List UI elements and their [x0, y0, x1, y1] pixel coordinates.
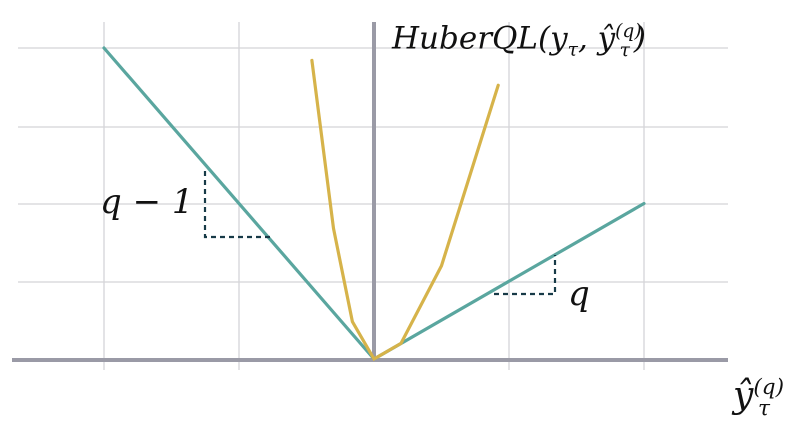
right-slope-label: q — [568, 274, 590, 314]
function-name: HuberQL — [392, 20, 539, 57]
title-yhat-superscript: (q) — [615, 21, 642, 42]
squared-loss-curve — [310, 58, 500, 362]
title-open-paren: ( — [538, 20, 551, 57]
x-axis-label-base: ŷ — [733, 375, 754, 416]
function-title: HuberQL(yτ, ŷ(q)τ) — [392, 10, 646, 73]
title-yhat-subscript: τ — [619, 39, 630, 61]
title-close-paren: ) — [633, 20, 646, 57]
x-axis-label-superscript: (q) — [753, 375, 785, 400]
title-y: y — [550, 20, 568, 57]
left-slope-marker — [203, 171, 270, 239]
title-comma: , — [577, 20, 598, 57]
left-slope-label: q − 1 — [100, 182, 194, 222]
x-axis-label-subscript: τ — [758, 396, 770, 422]
title-y-subscript: τ — [567, 39, 578, 61]
x-axis-label: ŷ(q)τ — [733, 364, 784, 433]
title-yhat: ŷ — [597, 20, 616, 57]
right-slope-marker — [494, 255, 557, 296]
huber-quantile-loss-diagram — [12, 22, 728, 370]
